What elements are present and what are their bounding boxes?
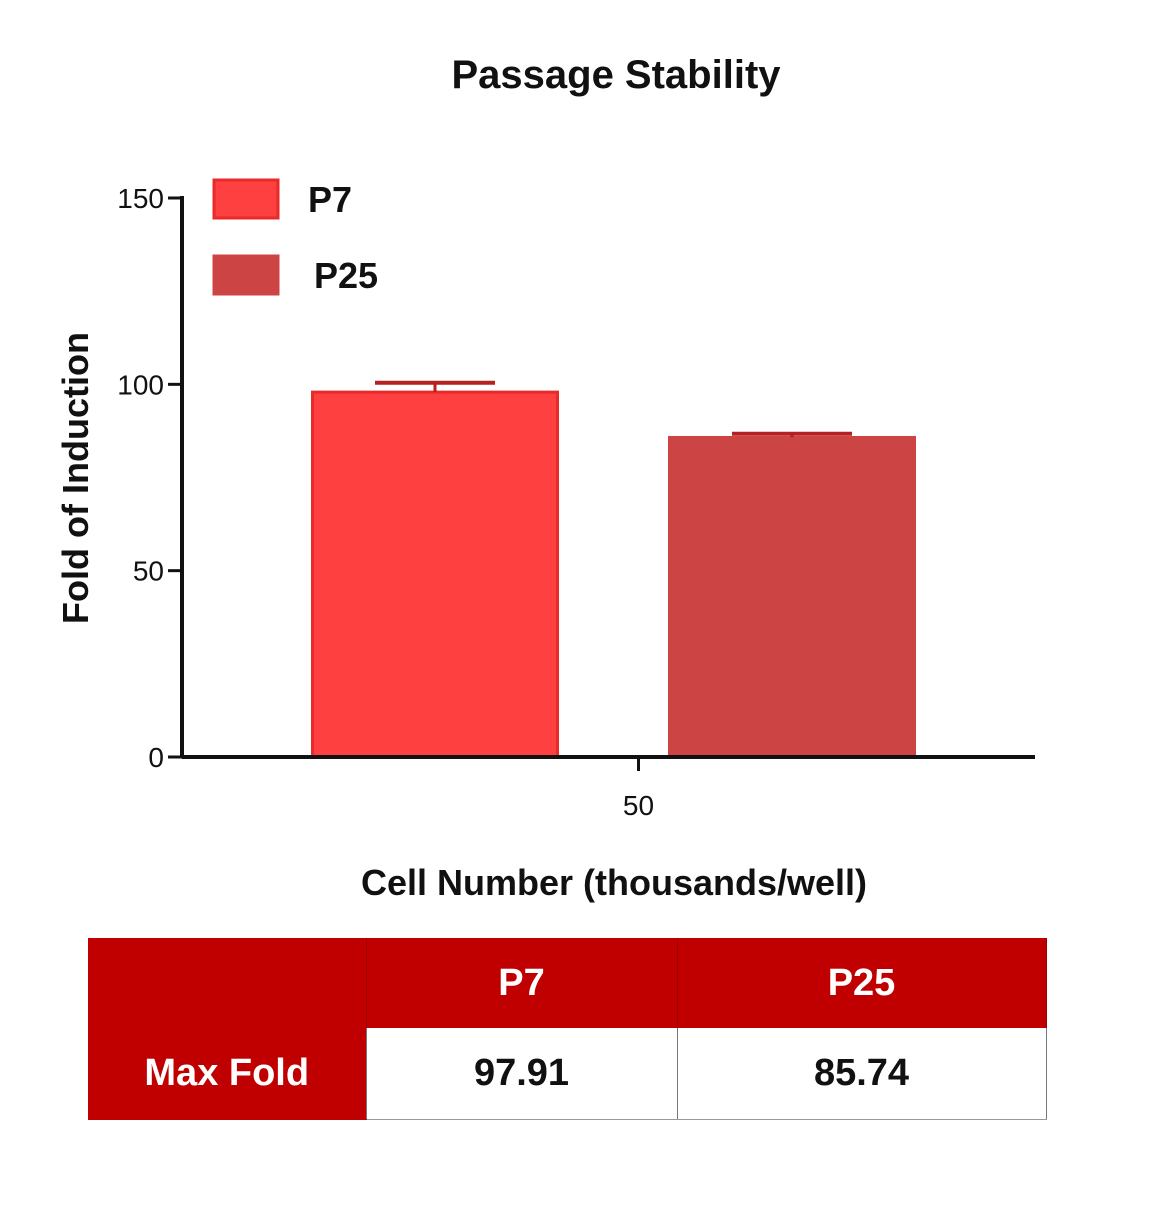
legend-swatch-p7: [212, 178, 280, 220]
legend-label-p7: P7: [308, 179, 352, 220]
y-tick-label: 150: [117, 183, 164, 214]
bar-chart: Passage Stability Fold of Induction Cell…: [55, 53, 1035, 903]
table-header-row: P7 P25: [88, 938, 1047, 1029]
table-cell: 85.74: [677, 1028, 1047, 1121]
table-header-cell: P7: [366, 938, 678, 1029]
y-tick-label: 0: [148, 742, 164, 773]
table-header-cell: P25: [677, 938, 1047, 1029]
y-axis-label: Fold of Induction: [55, 332, 96, 624]
x-axis-label: Cell Number (thousands/well): [361, 862, 867, 903]
x-tick-label: 50: [623, 790, 654, 821]
table-row-label: Max Fold: [88, 1028, 367, 1121]
table-cell: 97.91: [366, 1028, 678, 1121]
legend-swatch-p25: [212, 254, 280, 296]
bar-p25: [668, 435, 916, 759]
legend-label-p25: P25: [314, 255, 378, 296]
plot-area: 0 50 100 150 50 P7 P25: [117, 178, 1035, 821]
bar-p7: [311, 390, 559, 759]
max-fold-table: P7 P25 Max Fold 97.91 85.74: [88, 938, 1047, 1121]
y-tick-label: 50: [133, 556, 164, 587]
table-header-cell: [88, 938, 367, 1029]
chart-title: Passage Stability: [451, 53, 781, 97]
table-row: Max Fold 97.91 85.74: [88, 1028, 1047, 1121]
y-tick-label: 100: [117, 369, 164, 400]
